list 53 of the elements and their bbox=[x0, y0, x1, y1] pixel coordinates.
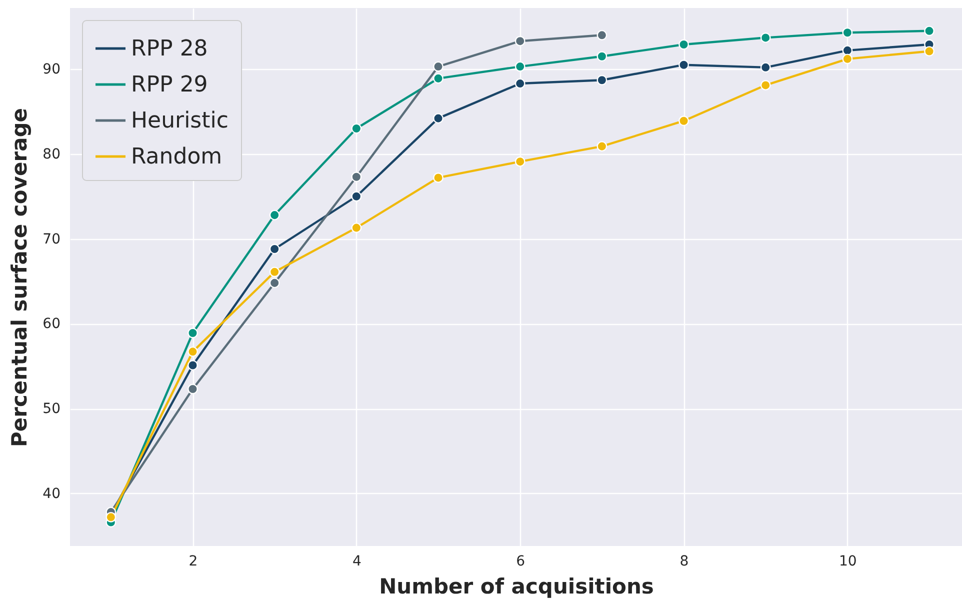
y-tick-label: 90 bbox=[42, 62, 60, 78]
point bbox=[924, 46, 934, 56]
y-tick-label: 80 bbox=[42, 146, 60, 162]
point bbox=[351, 191, 362, 202]
x-tick-label: 6 bbox=[516, 554, 526, 570]
y-tick-label: 40 bbox=[42, 486, 60, 502]
legend-label: RPP 28 bbox=[131, 36, 208, 62]
point bbox=[433, 61, 444, 72]
point bbox=[433, 73, 444, 84]
x-tick-label: 4 bbox=[352, 554, 362, 570]
y-tick-label: 50 bbox=[42, 401, 60, 418]
legend-label: Heuristic bbox=[131, 108, 228, 134]
point bbox=[678, 39, 689, 50]
legend-label: Random bbox=[131, 144, 222, 170]
legend-label: RPP 29 bbox=[131, 72, 208, 98]
x-axis-title: Number of acquisitions bbox=[379, 574, 654, 598]
point bbox=[678, 116, 689, 126]
point bbox=[269, 278, 280, 288]
x-tick-label: 2 bbox=[188, 554, 198, 570]
point bbox=[433, 172, 444, 183]
point bbox=[842, 45, 853, 56]
point bbox=[351, 123, 362, 134]
point bbox=[188, 346, 198, 357]
point bbox=[678, 60, 689, 70]
point bbox=[106, 512, 116, 522]
point bbox=[596, 51, 608, 62]
point bbox=[760, 62, 771, 73]
x-tick-label: 10 bbox=[839, 554, 857, 570]
point bbox=[514, 156, 526, 167]
x-tick-label: 8 bbox=[680, 554, 689, 570]
point bbox=[924, 26, 934, 36]
y-tick-label: 60 bbox=[42, 316, 60, 332]
point bbox=[596, 30, 608, 40]
point bbox=[760, 80, 771, 90]
point bbox=[596, 141, 608, 152]
point bbox=[514, 78, 526, 89]
point bbox=[596, 74, 608, 86]
point bbox=[842, 54, 853, 64]
y-axis-title: Percentual surface coverage bbox=[8, 108, 32, 448]
point bbox=[842, 27, 853, 38]
point bbox=[188, 360, 198, 370]
point bbox=[269, 266, 280, 278]
point bbox=[269, 244, 280, 254]
point bbox=[269, 210, 280, 220]
point bbox=[433, 113, 444, 124]
point bbox=[514, 36, 526, 46]
point bbox=[188, 384, 198, 394]
y-tick-label: 70 bbox=[42, 231, 60, 248]
point bbox=[351, 172, 362, 182]
point bbox=[760, 32, 771, 43]
point bbox=[351, 222, 362, 233]
point bbox=[514, 61, 526, 72]
point bbox=[188, 328, 198, 338]
